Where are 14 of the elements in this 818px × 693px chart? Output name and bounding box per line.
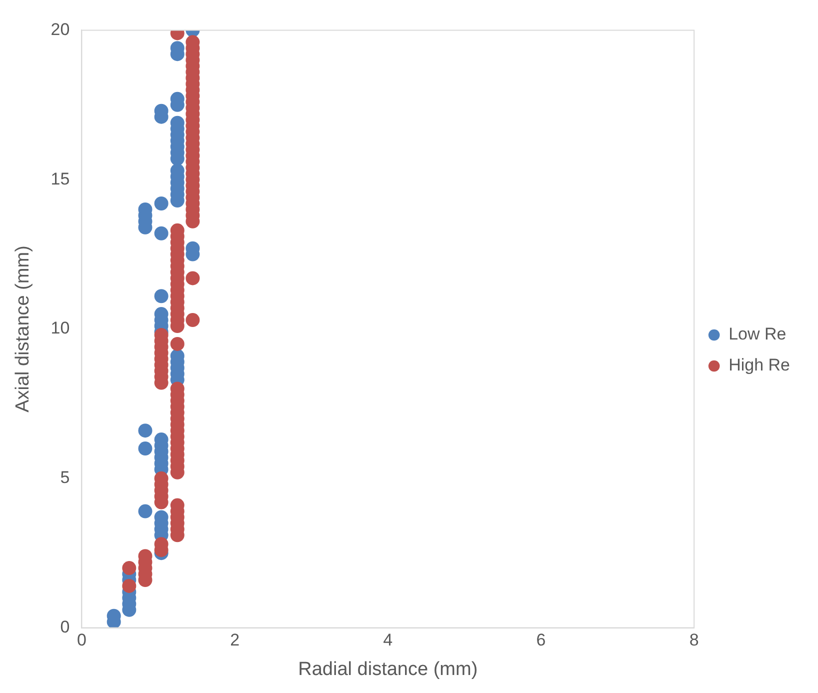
x-tick-label: 2 (230, 630, 240, 650)
x-tick-label: 4 (383, 630, 393, 650)
y-tick-label: 10 (50, 318, 70, 338)
y-tick-label: 15 (50, 169, 70, 188)
legend-label: Low Re (728, 324, 786, 344)
legend-label: High Re (728, 356, 790, 375)
x-tick-label: 8 (689, 630, 699, 650)
x-axis-title: Radial distance (mm) (298, 658, 478, 680)
y-tick-label: 0 (60, 617, 70, 636)
y-axis-title: Axial distance (mm) (12, 246, 34, 412)
x-tick-label: 6 (536, 630, 546, 650)
y-tick-label: 20 (50, 20, 70, 39)
x-tick-label: 0 (76, 630, 86, 650)
y-tick-label: 5 (60, 468, 70, 488)
